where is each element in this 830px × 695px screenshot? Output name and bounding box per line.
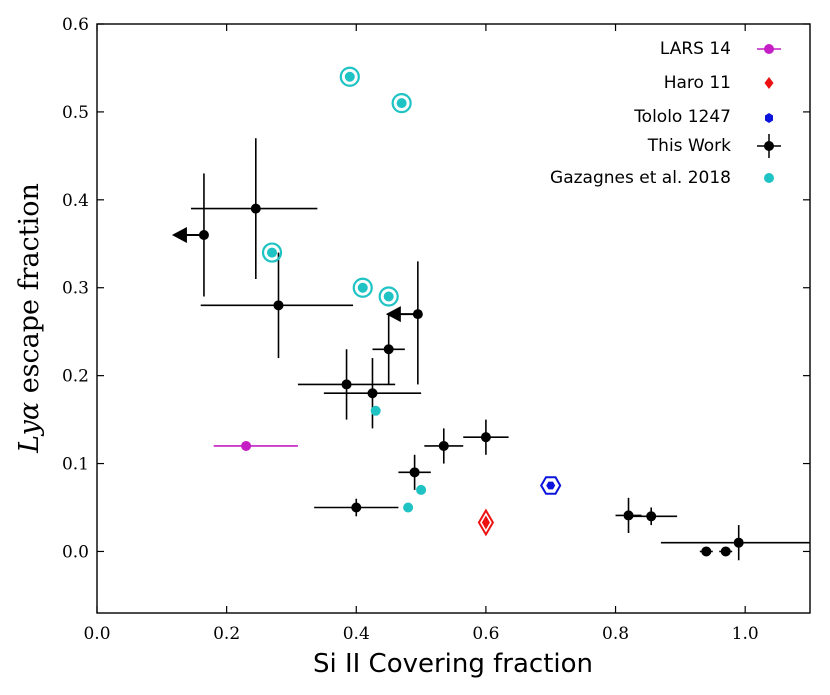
this-work-point <box>409 467 420 478</box>
x-tick-label: 0.8 <box>602 624 629 644</box>
legend-entry-this-work: This Work <box>647 134 781 158</box>
gazagnes-ring <box>391 93 412 114</box>
this-work-point <box>412 309 423 320</box>
y-tick-label: 0.1 <box>62 455 89 475</box>
legend-entry-haro-11: Haro 11 <box>664 73 774 93</box>
plot-frame <box>96 23 811 614</box>
this-work-point <box>646 511 657 522</box>
gazagnes-ring <box>339 66 360 87</box>
y-tick-label: 0.5 <box>62 103 89 123</box>
plot-content <box>171 66 810 561</box>
this-work-point <box>367 388 378 399</box>
legend-marker-gazagnes <box>764 173 774 183</box>
this-work-limit-arrow <box>171 226 187 243</box>
gazagnes-point <box>344 71 355 82</box>
legend-label-lars-14: LARS 14 <box>660 39 731 59</box>
legend-label-haro-11: Haro 11 <box>664 73 731 93</box>
this-work-limit-arrow <box>385 306 401 323</box>
legend-label-tololo-1247: Tololo 1247 <box>633 107 731 127</box>
y-axis-label: Lyα escape fraction <box>14 183 45 454</box>
legend-marker-lars-14 <box>764 44 774 54</box>
x-tick-label: 0.2 <box>213 624 240 644</box>
this-work-point <box>198 229 209 240</box>
y-axis-ticks: 0.0 0.1 0.2 0.3 0.4 0.5 0.6 <box>62 15 810 562</box>
tololo-1247-point <box>546 481 556 490</box>
this-work-point <box>273 300 284 311</box>
legend-marker-this-work <box>764 141 774 151</box>
this-work-point <box>383 344 394 355</box>
legend-marker-haro-11 <box>764 77 774 89</box>
y-tick-label: 0.2 <box>62 367 89 387</box>
y-axis-label-rest: escape fraction <box>14 183 45 402</box>
legend: LARS 14 Haro 11 Tololo 1247 This Work Ga… <box>550 39 781 188</box>
gazagnes-ring <box>261 242 283 263</box>
x-tick-label: 0.0 <box>83 624 110 644</box>
x-tick-label: 0.6 <box>472 624 499 644</box>
y-tick-label: 0.0 <box>62 542 89 562</box>
this-work-point <box>701 546 712 557</box>
this-work-point <box>351 502 362 513</box>
legend-entry-lars-14: LARS 14 <box>660 39 781 59</box>
this-work-point <box>341 379 352 390</box>
this-work-point <box>720 546 731 557</box>
this-work-point <box>438 440 449 451</box>
gazagnes-point <box>383 291 394 302</box>
this-work-point <box>250 203 261 214</box>
this-work-point <box>733 537 744 548</box>
y-tick-label: 0.3 <box>62 279 89 299</box>
legend-entry-gazagnes: Gazagnes et al. 2018 <box>550 168 774 188</box>
axes-layer <box>96 23 811 614</box>
gazagnes-point <box>396 98 407 109</box>
x-tick-label: 1.0 <box>732 624 759 644</box>
y-axis-label-alpha: α <box>14 402 45 420</box>
y-axis-label-ly: Ly <box>14 419 45 453</box>
haro-11-ring <box>477 508 495 537</box>
legend-marker-tololo-1247 <box>765 113 773 123</box>
legend-label-this-work: This Work <box>647 136 731 156</box>
gazagnes-point <box>357 282 368 293</box>
gazagnes-point <box>267 247 278 258</box>
this-work-point <box>480 432 491 443</box>
x-axis-ticks: 0.0 0.2 0.4 0.6 0.8 1.0 <box>83 24 759 644</box>
haro-11-point <box>481 515 490 530</box>
gazagnes-point <box>370 405 381 416</box>
tololo-1247-ring <box>540 476 562 495</box>
y-tick-label: 0.6 <box>62 15 89 35</box>
x-axis-label: Si II Covering fraction <box>313 649 593 679</box>
legend-label-gazagnes: Gazagnes et al. 2018 <box>550 168 731 188</box>
x-tick-label: 0.4 <box>343 624 370 644</box>
gazagnes-ring <box>378 286 399 307</box>
y-tick-label: 0.4 <box>62 191 89 211</box>
gazagnes-point <box>416 484 427 495</box>
lars-14-point <box>241 440 252 451</box>
gazagnes-ring <box>352 277 373 298</box>
this-work-point <box>623 510 634 521</box>
gazagnes-point <box>403 502 414 513</box>
legend-entry-tololo-1247: Tololo 1247 <box>633 107 773 127</box>
